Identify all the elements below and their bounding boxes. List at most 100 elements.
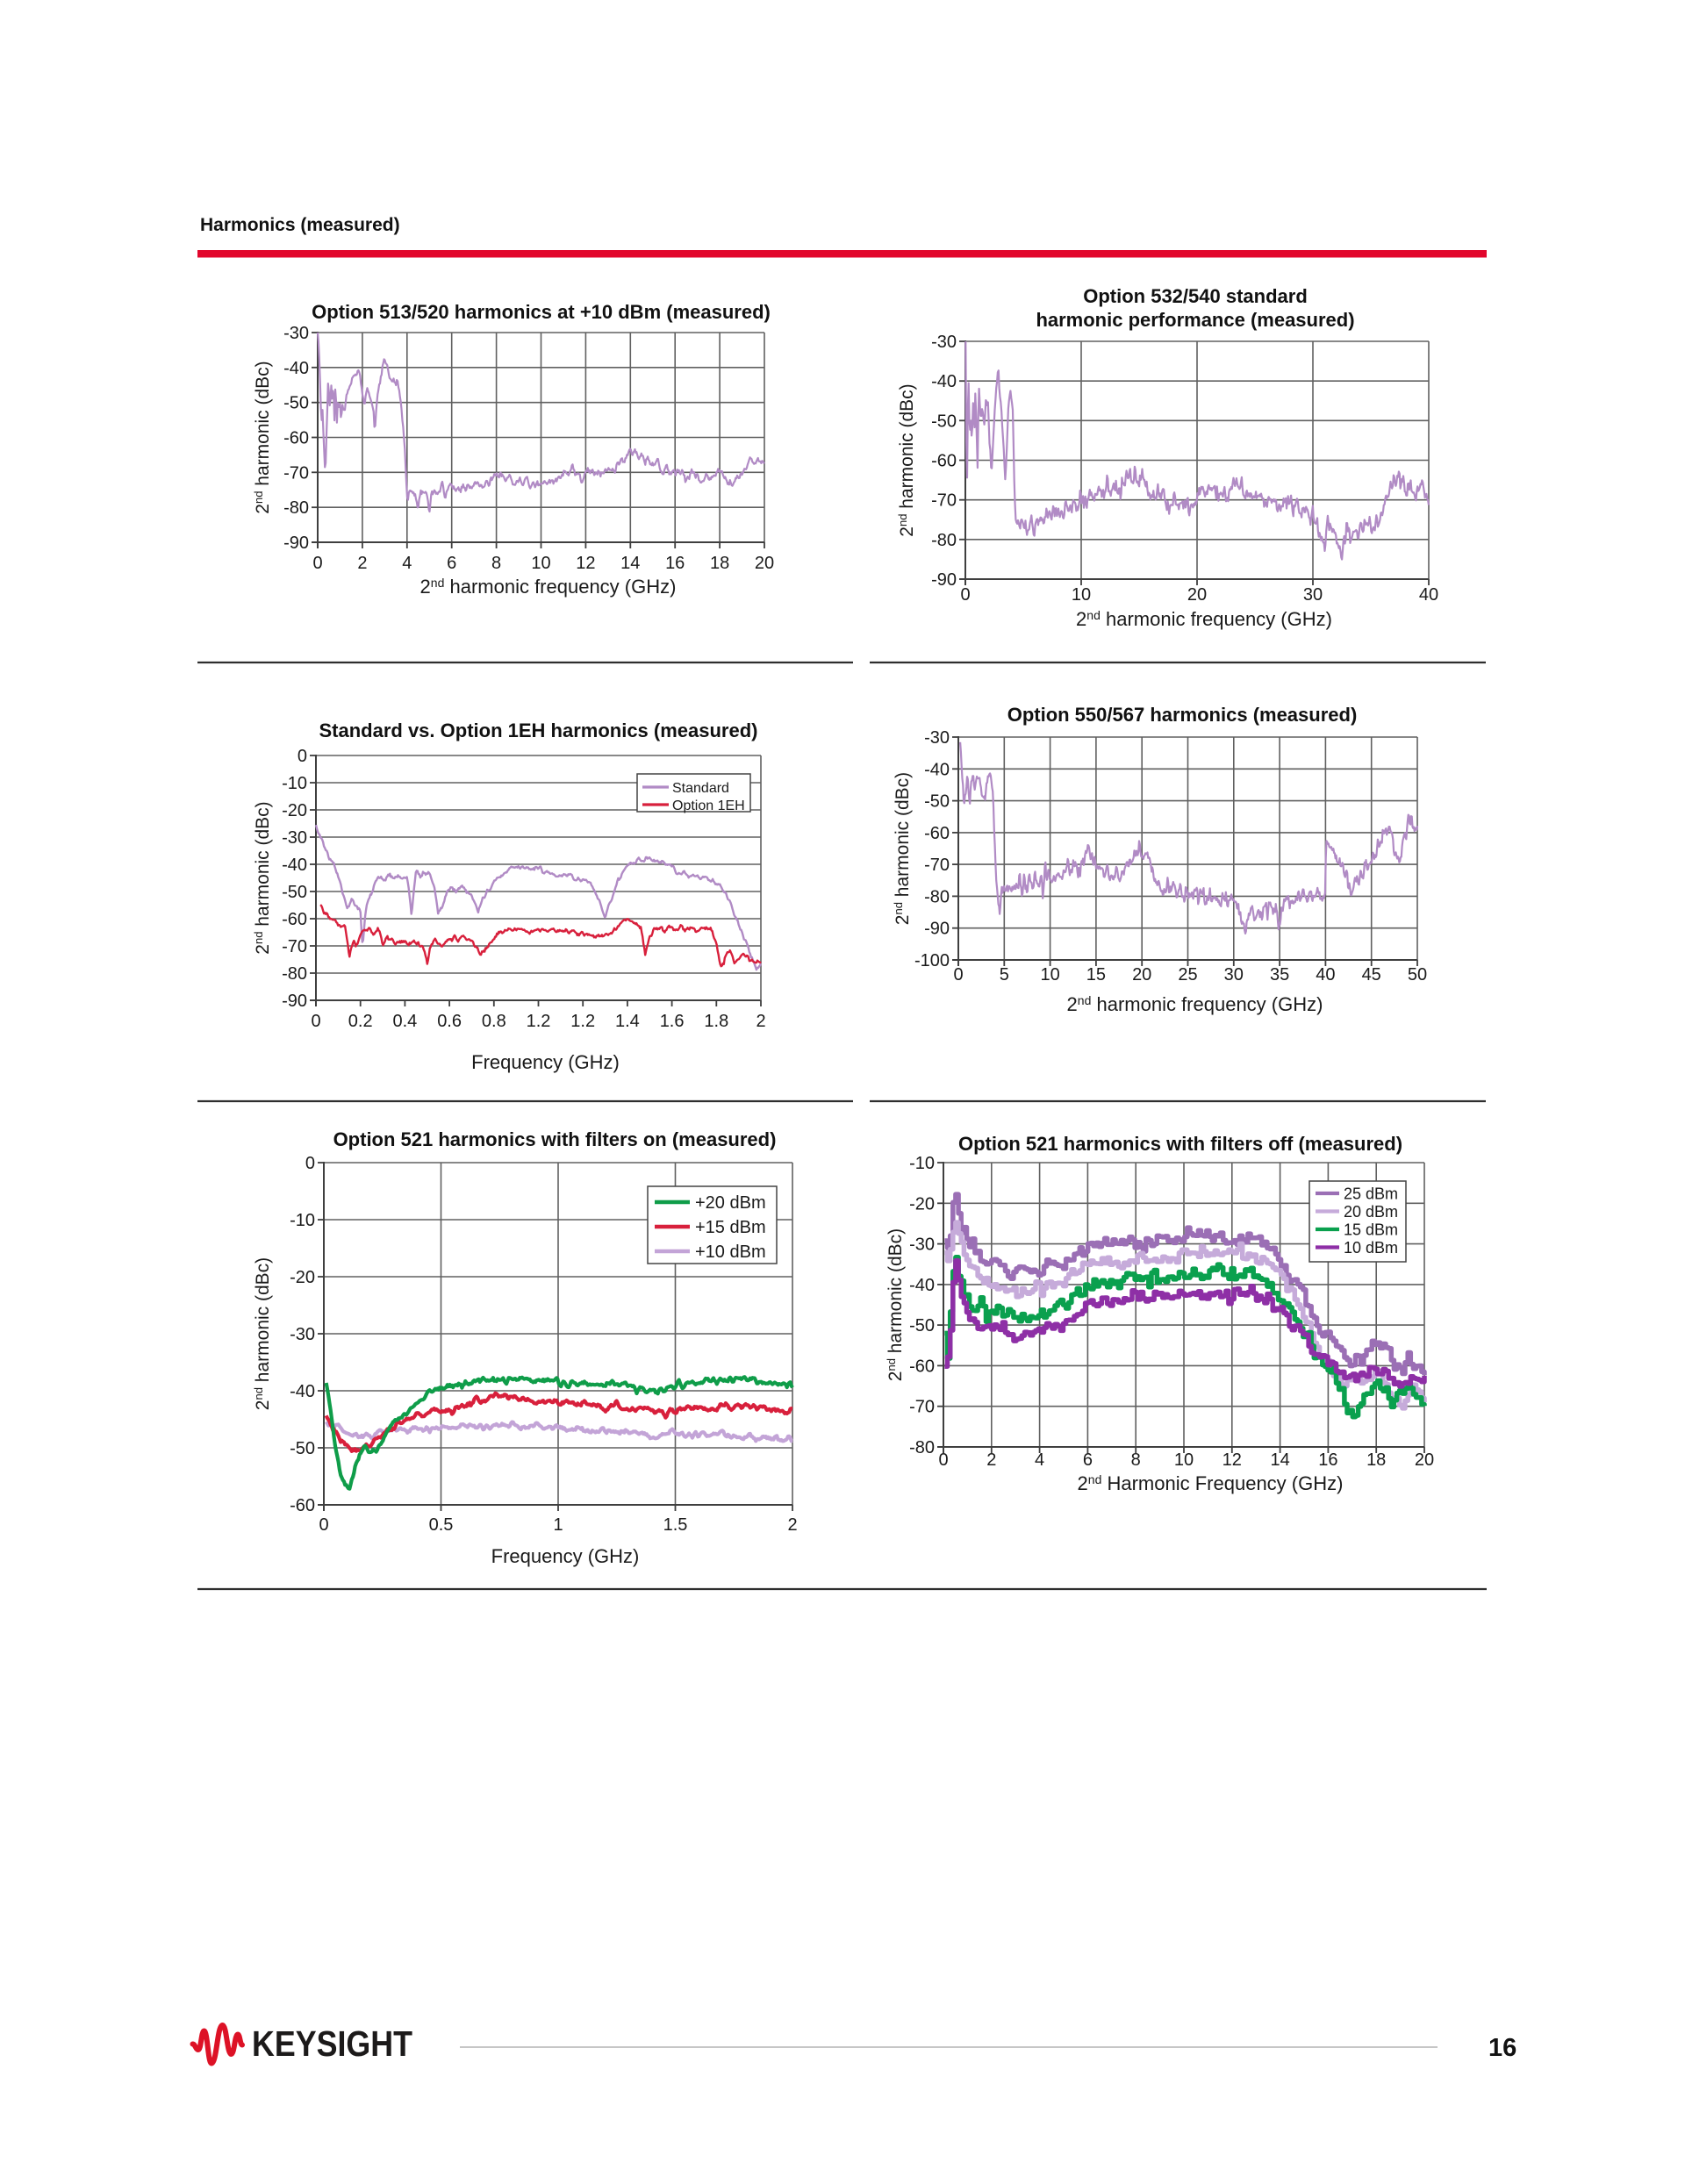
svg-text:40: 40 xyxy=(1419,585,1438,605)
svg-text:-60: -60 xyxy=(909,1357,935,1376)
svg-text:25: 25 xyxy=(1178,965,1197,985)
svg-text:0: 0 xyxy=(953,965,963,985)
svg-text:-20: -20 xyxy=(290,1268,315,1287)
svg-text:-40: -40 xyxy=(931,372,957,391)
svg-text:0: 0 xyxy=(319,1515,328,1535)
svg-text:+20 dBm: +20 dBm xyxy=(695,1193,766,1213)
svg-text:2nd harmonic (dBc): 2nd harmonic (dBc) xyxy=(252,1257,273,1410)
svg-text:2nd harmonic (dBc): 2nd harmonic (dBc) xyxy=(885,1228,906,1381)
svg-text:1.6: 1.6 xyxy=(660,1012,685,1031)
svg-text:2nd harmonic (dBc): 2nd harmonic (dBc) xyxy=(892,772,913,925)
svg-text:10: 10 xyxy=(1072,585,1091,605)
svg-text:1.5: 1.5 xyxy=(663,1515,688,1535)
svg-text:-30: -30 xyxy=(283,324,309,343)
svg-text:-50: -50 xyxy=(290,1439,315,1458)
svg-text:40: 40 xyxy=(1316,965,1335,985)
svg-text:4: 4 xyxy=(1035,1450,1044,1470)
svg-text:-90: -90 xyxy=(282,992,307,1011)
svg-text:0.4: 0.4 xyxy=(392,1012,417,1031)
svg-text:50: 50 xyxy=(1408,965,1427,985)
svg-text:0: 0 xyxy=(311,1012,320,1031)
svg-text:8: 8 xyxy=(491,554,501,573)
svg-text:Standard: Standard xyxy=(672,781,729,796)
svg-text:18: 18 xyxy=(1366,1450,1386,1470)
svg-text:Standard vs. Option 1EH harmon: Standard vs. Option 1EH harmonics (measu… xyxy=(319,720,757,741)
svg-text:0: 0 xyxy=(938,1450,948,1470)
svg-text:2nd harmonic frequency (GHz): 2nd harmonic frequency (GHz) xyxy=(1067,993,1323,1015)
svg-text:-80: -80 xyxy=(931,531,957,550)
svg-text:-60: -60 xyxy=(283,429,309,448)
svg-text:Option 1EH: Option 1EH xyxy=(672,798,745,813)
svg-text:-30: -30 xyxy=(924,728,950,748)
svg-text:2nd Harmonic Frequency (GHz): 2nd Harmonic Frequency (GHz) xyxy=(1078,1472,1344,1494)
svg-text:2: 2 xyxy=(756,1012,765,1031)
svg-text:0: 0 xyxy=(298,747,307,766)
svg-text:2: 2 xyxy=(357,554,367,573)
svg-text:-40: -40 xyxy=(282,856,307,875)
svg-text:35: 35 xyxy=(1270,965,1289,985)
svg-text:2: 2 xyxy=(986,1450,996,1470)
svg-text:-70: -70 xyxy=(909,1398,935,1417)
svg-text:-50: -50 xyxy=(931,412,957,431)
svg-text:-50: -50 xyxy=(283,394,309,413)
svg-text:6: 6 xyxy=(1083,1450,1093,1470)
svg-text:-50: -50 xyxy=(924,792,950,812)
svg-text:-50: -50 xyxy=(282,883,307,902)
svg-text:0: 0 xyxy=(305,1154,315,1173)
svg-text:-10: -10 xyxy=(290,1211,315,1230)
svg-text:18: 18 xyxy=(710,554,729,573)
svg-text:KEYSIGHT: KEYSIGHT xyxy=(252,2023,412,2064)
svg-text:-60: -60 xyxy=(931,452,957,471)
svg-text:2nd harmonic (dBc): 2nd harmonic (dBc) xyxy=(896,383,917,536)
svg-text:-60: -60 xyxy=(290,1496,315,1515)
svg-text:+15 dBm: +15 dBm xyxy=(695,1218,766,1237)
svg-text:-60: -60 xyxy=(924,824,950,843)
svg-text:10: 10 xyxy=(1040,965,1059,985)
svg-text:2nd harmonic frequency (GHz): 2nd harmonic frequency (GHz) xyxy=(1076,608,1332,630)
svg-text:1: 1 xyxy=(553,1515,563,1535)
svg-text:16: 16 xyxy=(665,554,685,573)
svg-text:Frequency (GHz): Frequency (GHz) xyxy=(471,1051,620,1073)
svg-text:-80: -80 xyxy=(282,964,307,984)
svg-text:6: 6 xyxy=(447,554,456,573)
svg-text:-30: -30 xyxy=(290,1325,315,1344)
svg-text:Option 532/540 standard: Option 532/540 standard xyxy=(1083,285,1308,307)
svg-text:-20: -20 xyxy=(282,801,307,820)
svg-text:-40: -40 xyxy=(290,1382,315,1401)
svg-text:Option 513/520 harmonics at +1: Option 513/520 harmonics at +10 dBm (mea… xyxy=(312,301,771,323)
svg-text:-40: -40 xyxy=(283,359,309,378)
svg-text:-60: -60 xyxy=(282,910,307,929)
svg-text:Option 550/567 harmonics (meas: Option 550/567 harmonics (measured) xyxy=(1007,704,1358,726)
svg-text:10: 10 xyxy=(1174,1450,1194,1470)
svg-text:30: 30 xyxy=(1224,965,1244,985)
svg-text:-10: -10 xyxy=(909,1154,935,1173)
svg-text:-30: -30 xyxy=(931,333,957,352)
svg-text:14: 14 xyxy=(620,554,640,573)
svg-text:2nd harmonic (dBc): 2nd harmonic (dBc) xyxy=(252,361,273,513)
svg-text:0.2: 0.2 xyxy=(348,1012,373,1031)
svg-text:20 dBm: 20 dBm xyxy=(1344,1203,1398,1221)
svg-text:0.5: 0.5 xyxy=(429,1515,454,1535)
svg-text:12: 12 xyxy=(1223,1450,1242,1470)
svg-text:Option 521 harmonics with filt: Option 521 harmonics with filters on (me… xyxy=(333,1128,777,1150)
svg-text:+10 dBm: +10 dBm xyxy=(695,1242,766,1262)
svg-text:-100: -100 xyxy=(914,951,950,970)
svg-text:1.8: 1.8 xyxy=(704,1012,728,1031)
svg-text:15 dBm: 15 dBm xyxy=(1344,1221,1398,1239)
svg-text:-70: -70 xyxy=(931,491,957,511)
svg-text:1.2: 1.2 xyxy=(527,1012,551,1031)
svg-text:0.8: 0.8 xyxy=(482,1012,506,1031)
svg-text:0: 0 xyxy=(960,585,970,605)
svg-text:-80: -80 xyxy=(909,1438,935,1457)
svg-text:Option 521 harmonics with filt: Option 521 harmonics with filters off (m… xyxy=(958,1133,1402,1155)
svg-text:harmonic performance (measured: harmonic performance (measured) xyxy=(1036,309,1354,331)
svg-text:1.2: 1.2 xyxy=(570,1012,595,1031)
svg-text:-30: -30 xyxy=(909,1235,935,1255)
svg-text:0: 0 xyxy=(312,554,322,573)
svg-text:-80: -80 xyxy=(924,887,950,906)
svg-text:8: 8 xyxy=(1131,1450,1141,1470)
svg-text:16: 16 xyxy=(1488,2034,1516,2062)
svg-text:20: 20 xyxy=(755,554,774,573)
svg-text:-40: -40 xyxy=(909,1276,935,1295)
svg-text:2nd harmonic (dBc): 2nd harmonic (dBc) xyxy=(252,801,273,954)
